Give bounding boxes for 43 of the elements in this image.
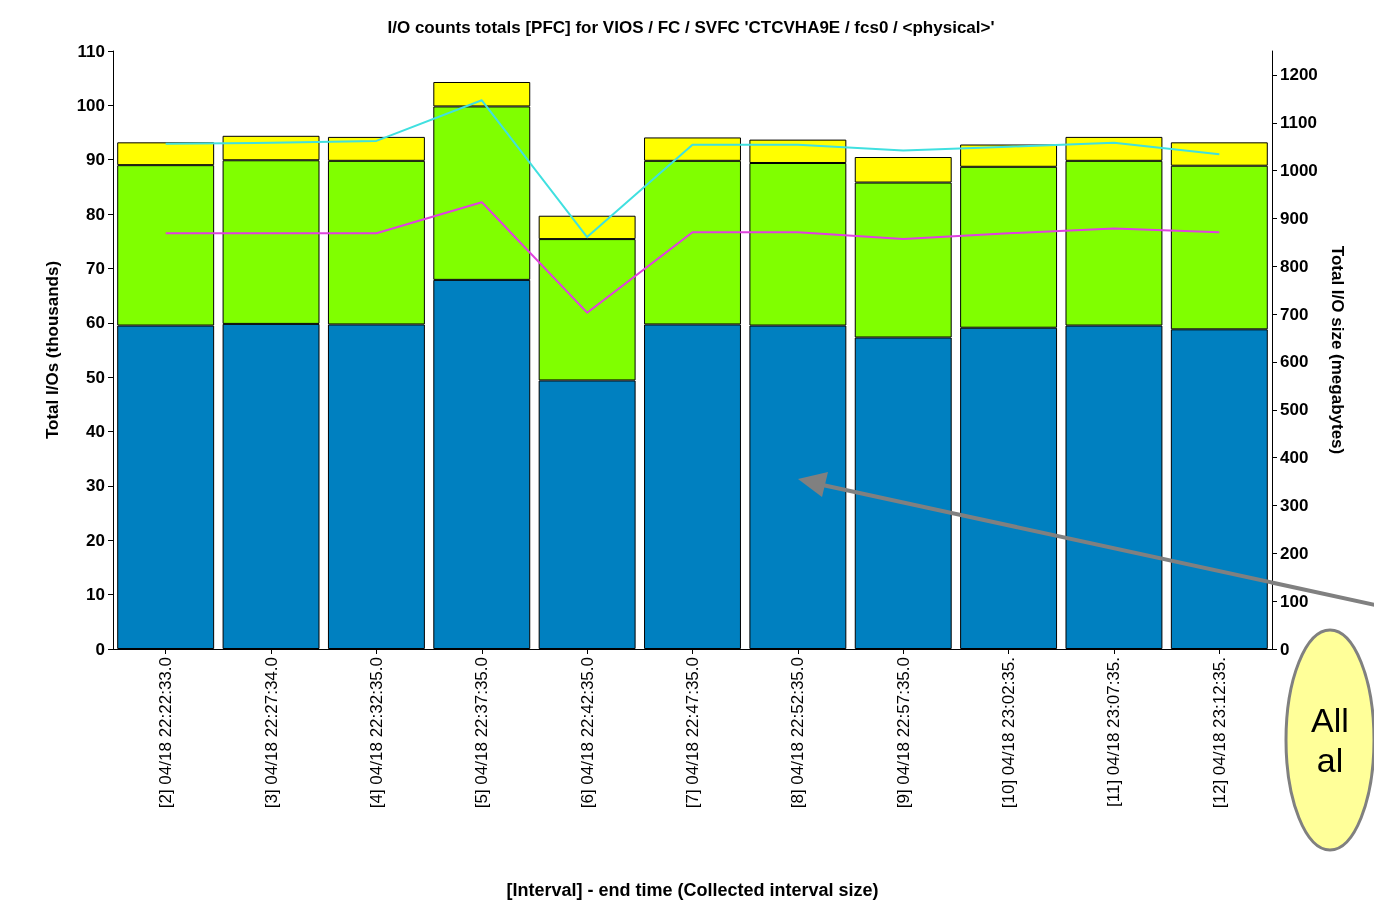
y2-tick-label: 0 xyxy=(1280,639,1290,659)
line-series xyxy=(164,99,1221,239)
x-tick-label: [6] 04/18 22:42:35.0 xyxy=(577,657,597,809)
y-tick-label: 30 xyxy=(86,476,105,496)
y2-tick-label: 100 xyxy=(1280,591,1309,611)
y2-tick-label: 900 xyxy=(1280,208,1309,228)
chart-title: I/O counts totals [PFC] for VIOS / FC / SVFC 'CTCVHA9E / fcs0 / <physical>' xyxy=(387,18,995,37)
y2-tick-label: 800 xyxy=(1280,256,1309,276)
y-tick-label: 110 xyxy=(77,41,105,61)
y-tick-label: 90 xyxy=(86,150,105,170)
y-tick-label: 80 xyxy=(86,204,105,224)
y-tick-label: 60 xyxy=(86,313,105,333)
y2-tick-label: 1100 xyxy=(1280,113,1317,133)
y-tick-label: 0 xyxy=(95,639,105,659)
y2-tick-label: 400 xyxy=(1280,448,1309,468)
y2-tick-label: 1000 xyxy=(1280,161,1318,181)
y2-tick-label: 300 xyxy=(1280,495,1309,515)
x-tick-label: [8] 04/18 22:52:35.0 xyxy=(788,657,808,809)
x-tick-label: [5] 04/18 22:37:35.0 xyxy=(472,657,492,809)
y-tick-label: 10 xyxy=(86,585,105,605)
y2-tick-label: 1200 xyxy=(1280,65,1318,85)
x-tick-label: [12] 04/18 23:12:35. xyxy=(1209,657,1229,809)
y-axis-title: Total I/Os (thousands) xyxy=(43,260,62,440)
x-tick-label: [3] 04/18 22:27:34.0 xyxy=(261,657,281,809)
y2-tick-label: 200 xyxy=(1280,543,1309,563)
y2-tick-label: 500 xyxy=(1280,400,1309,420)
line-series xyxy=(164,201,1221,314)
x-tick-label: [7] 04/18 22:47:35.0 xyxy=(683,657,702,809)
y2-axis-title: Total I/O size (megabytes) xyxy=(1327,245,1347,455)
x-axis-title: [Interval] - end time (Collected interval size) xyxy=(506,880,879,900)
x-tick-label: [2] 04/18 22:22:33.0 xyxy=(156,657,176,809)
x-tick-label: [11] 04/18 23:07:35. xyxy=(1104,657,1124,807)
y-tick-label: 100 xyxy=(76,95,105,115)
y2-tick-label: 700 xyxy=(1280,304,1309,324)
text: All al xyxy=(1311,701,1349,779)
y-tick-label: 70 xyxy=(86,258,105,278)
x-tick-label: [10] 04/18 23:02:35. xyxy=(999,657,1019,809)
y-tick-label: 20 xyxy=(86,530,105,550)
x-tick-label: [4] 04/18 22:32:35.0 xyxy=(366,657,386,809)
y2-tick-label: 600 xyxy=(1280,352,1309,372)
y-tick-label: 40 xyxy=(86,422,105,442)
x-tick-label: [9] 04/18 22:57:35.0 xyxy=(893,657,913,809)
y-tick-label: 50 xyxy=(86,367,105,387)
